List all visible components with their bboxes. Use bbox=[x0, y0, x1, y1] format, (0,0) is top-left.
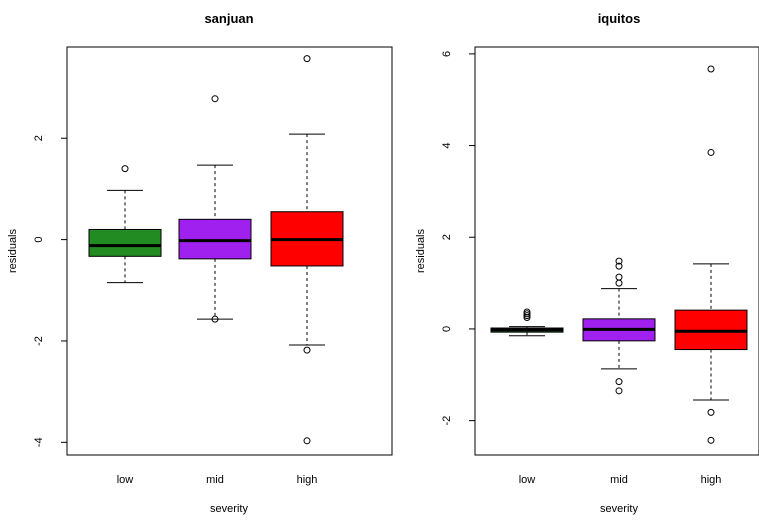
y-tick-label: 0 bbox=[33, 237, 45, 243]
panel-sanjuan: sanjuan residuals severity -4 -2 0 2 low mid high bbox=[7, 11, 393, 515]
plot-frame bbox=[474, 46, 759, 456]
outlier-point bbox=[707, 65, 715, 73]
plot-frame bbox=[66, 46, 393, 456]
box-high bbox=[270, 55, 344, 445]
outlier-point bbox=[707, 148, 715, 156]
chart-title: sanjuan bbox=[204, 11, 253, 26]
y-tick-label: -2 bbox=[33, 336, 45, 346]
box-low bbox=[88, 165, 162, 284]
outlier-point bbox=[523, 310, 531, 318]
x-tick-label-mid: mid bbox=[206, 474, 224, 486]
box-mid bbox=[178, 95, 252, 323]
outlier-point bbox=[121, 165, 129, 173]
outlier-point bbox=[523, 312, 531, 320]
x-tick-label-mid: mid bbox=[610, 474, 628, 486]
y-tick-label: 4 bbox=[441, 142, 453, 148]
outlier-point bbox=[707, 436, 715, 444]
y-tick-label: 2 bbox=[441, 234, 453, 240]
box-high bbox=[674, 65, 748, 444]
panel-iquitos: iquitos residuals severity -2 0 2 4 6 low mid high bbox=[415, 11, 759, 515]
outlier-point bbox=[523, 313, 531, 321]
box-body bbox=[88, 228, 162, 257]
outlier-point bbox=[303, 437, 311, 445]
outlier-point bbox=[615, 273, 623, 281]
x-tick-label-high: high bbox=[297, 474, 318, 486]
outlier-point bbox=[211, 95, 219, 103]
x-tick-label-low: low bbox=[117, 474, 134, 486]
x-tick-label-high: high bbox=[701, 474, 722, 486]
outlier-point bbox=[615, 279, 623, 287]
y-axis-label: residuals bbox=[415, 228, 427, 273]
y-tick-label: 6 bbox=[441, 51, 453, 57]
outlier-point bbox=[615, 378, 623, 386]
y-axis-label: residuals bbox=[7, 228, 19, 273]
box-low bbox=[490, 308, 564, 337]
outlier-point bbox=[211, 315, 219, 323]
x-tick-label-low: low bbox=[519, 474, 536, 486]
x-axis-label: severity bbox=[600, 503, 638, 515]
outlier-point bbox=[303, 55, 311, 63]
outlier-point bbox=[707, 408, 715, 416]
y-tick-label: 2 bbox=[33, 135, 45, 141]
y-tick-label: -4 bbox=[33, 437, 45, 447]
outlier-point bbox=[615, 262, 623, 270]
y-tick-label: -2 bbox=[441, 416, 453, 426]
outlier-point bbox=[615, 257, 623, 265]
chart-title: iquitos bbox=[598, 11, 641, 26]
box-mid bbox=[582, 257, 656, 395]
outlier-point bbox=[615, 387, 623, 395]
outlier-point bbox=[303, 346, 311, 354]
box-body bbox=[178, 218, 252, 260]
y-tick-label: 0 bbox=[441, 326, 453, 332]
x-axis-label: severity bbox=[210, 503, 248, 515]
